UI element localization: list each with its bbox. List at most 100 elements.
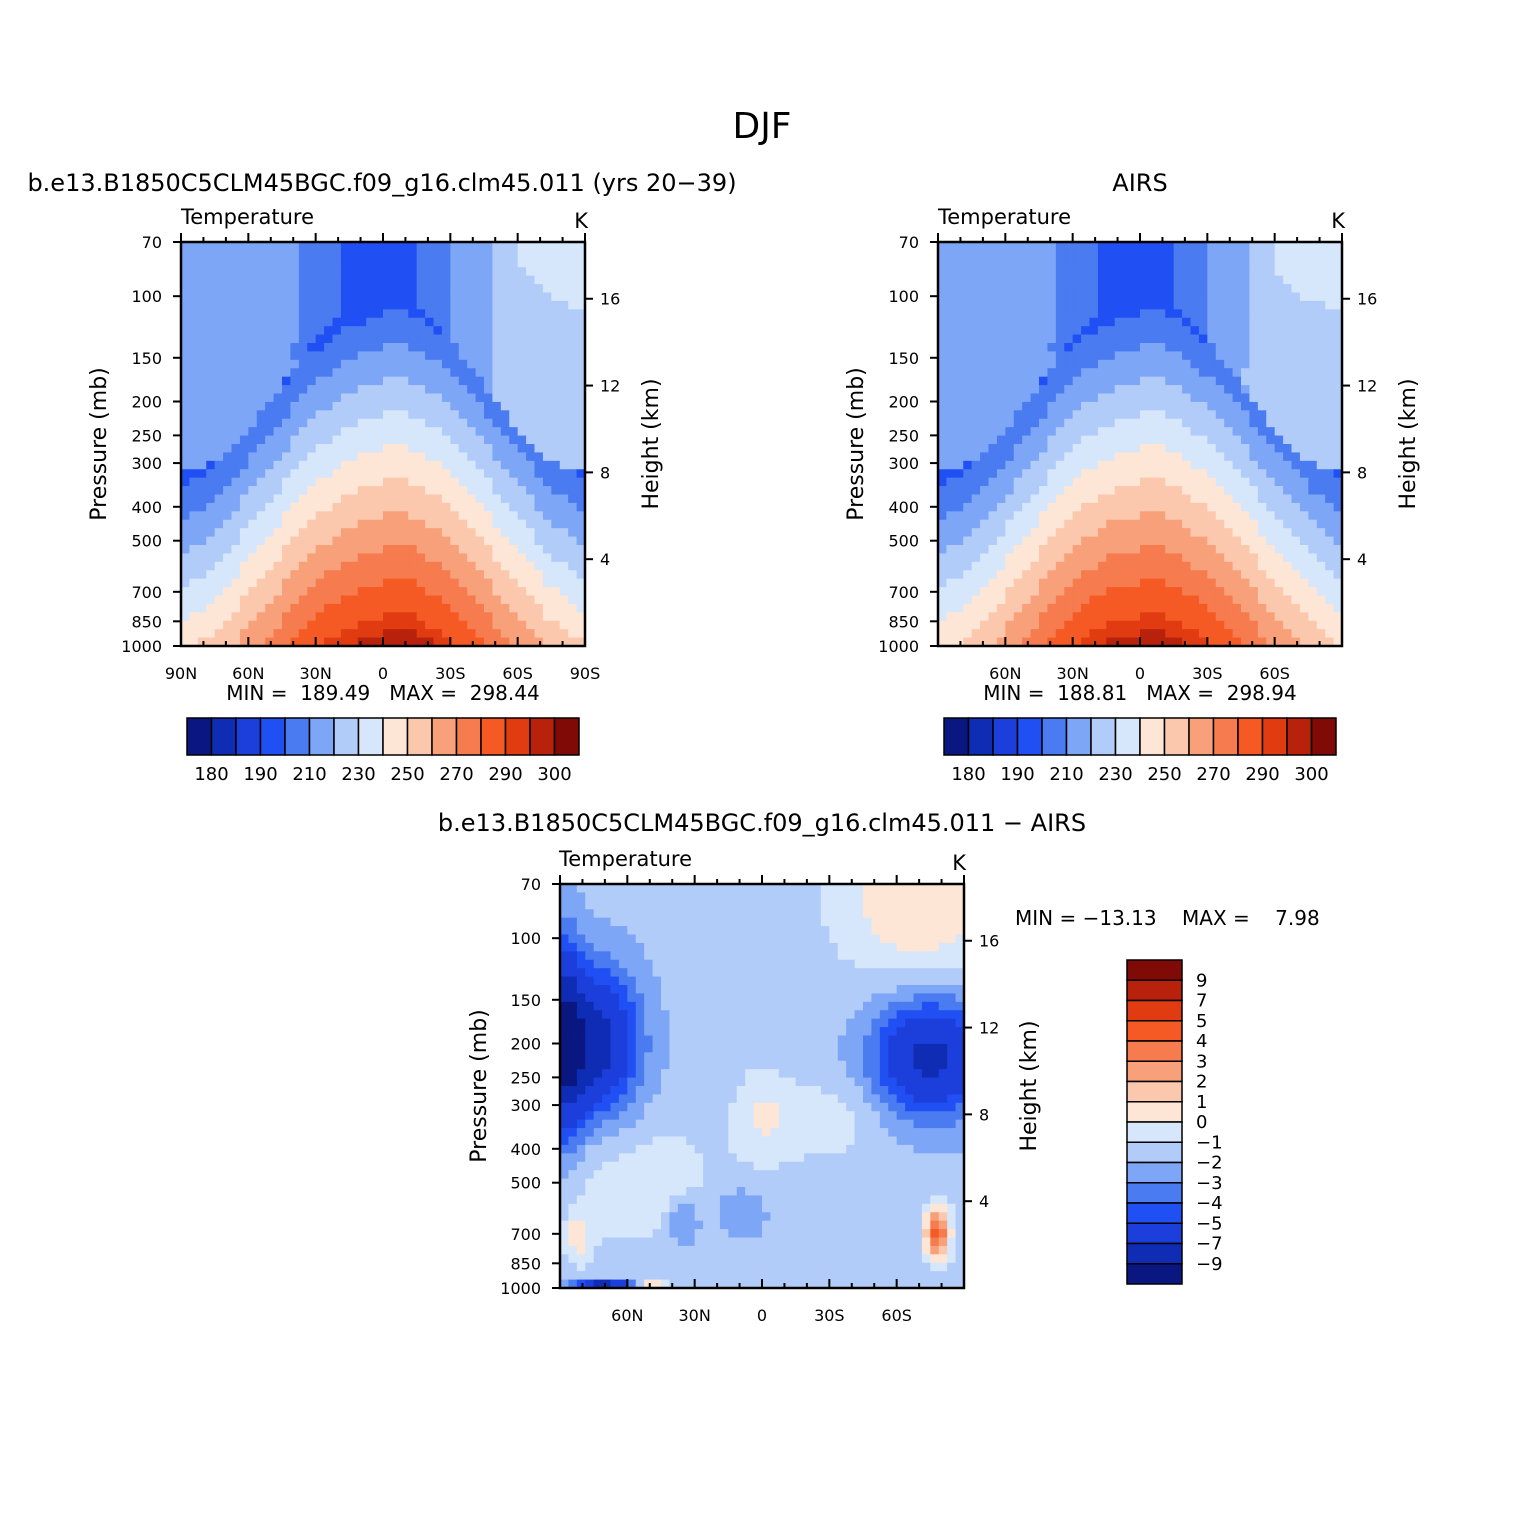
obs-field-cell: [1055, 511, 1065, 521]
obs-field-cell: [1030, 275, 1040, 285]
model-field-cell: [399, 418, 409, 428]
obs-field-cell: [1013, 502, 1023, 512]
model-field-cell: [315, 326, 325, 336]
model-field-cell: [298, 528, 308, 538]
obs-field-cell: [1190, 376, 1200, 386]
model-field-cell: [273, 570, 283, 580]
model-field-cell: [248, 452, 258, 462]
model-field-cell: [458, 620, 468, 630]
model-field-cell: [475, 242, 485, 252]
model-field-cell: [517, 427, 527, 437]
model-field-cell: [197, 460, 207, 470]
model-field-cell: [568, 612, 578, 622]
obs-field-cell: [938, 502, 948, 512]
obs-field-cell: [1005, 553, 1015, 563]
model-field-cell: [517, 267, 527, 277]
model-field-cell: [467, 511, 477, 521]
obs-field-cell: [1156, 334, 1166, 344]
obs-field-cell: [1299, 427, 1309, 437]
obs-field-cell: [954, 460, 964, 470]
obs-field-cell: [980, 418, 990, 428]
obs-field-cell: [1333, 612, 1342, 622]
obs-field-cell: [1316, 595, 1326, 605]
model-field-cell: [223, 393, 233, 403]
obs-field-cell: [1241, 317, 1251, 327]
obs-field-cell: [996, 629, 1006, 639]
obs-field-cell: [1131, 637, 1141, 646]
obs-field-cell: [1005, 326, 1015, 336]
obs-field-cell: [1140, 376, 1150, 386]
obs-field-cell: [1064, 519, 1074, 529]
model-field-cell: [458, 511, 468, 521]
diff-field-cell: [627, 892, 637, 902]
model-field-cell: [425, 385, 435, 395]
model-field-cell: [559, 595, 569, 605]
model-field-cell: [484, 578, 494, 588]
obs-field-cell: [1055, 469, 1065, 479]
model-field-cell: [349, 292, 359, 302]
model-field-cell: [340, 595, 350, 605]
model-field-cell: [189, 486, 199, 496]
obs-field-cell: [971, 587, 981, 597]
model-field-cell: [391, 317, 401, 327]
model-field-cell: [391, 460, 401, 470]
model-field-cell: [332, 477, 342, 487]
model-field-cell: [559, 359, 569, 369]
model-field-cell: [425, 267, 435, 277]
model-field-cell: [568, 351, 578, 361]
obs-field-cell: [1064, 612, 1074, 622]
model-field-cell: [189, 528, 199, 538]
obs-field-cell: [946, 300, 956, 310]
model-field-cell: [551, 620, 561, 630]
obs-field-cell: [971, 536, 981, 546]
model-field-cell: [534, 242, 544, 252]
model-field-cell: [484, 502, 494, 512]
obs-field-cell: [1249, 242, 1259, 252]
model-field-cell: [433, 292, 443, 302]
obs-field-cell: [1131, 376, 1141, 386]
obs-field-cell: [963, 343, 973, 353]
obs-field-cell: [1232, 292, 1242, 302]
obs-field-cell: [963, 519, 973, 529]
model-field-cell: [298, 275, 308, 285]
obs-field-cell: [1173, 587, 1183, 597]
obs-field-cell: [1140, 292, 1150, 302]
diff-field-cell: [711, 909, 721, 919]
obs-field-cell: [1081, 587, 1091, 597]
obs-field-cell: [1299, 393, 1309, 403]
obs-field-cell: [1190, 545, 1200, 555]
diff-field-cell: [930, 900, 940, 910]
model-field-cell: [349, 561, 359, 571]
model-field-cell: [248, 536, 258, 546]
model-field-cell: [298, 376, 308, 386]
model-field-cell: [551, 519, 561, 529]
model-field-cell: [425, 502, 435, 512]
obs-field-cell: [1333, 326, 1342, 336]
model-field-cell: [467, 637, 477, 646]
panel-model-units: K: [574, 209, 589, 233]
obs-field-cell: [1131, 343, 1141, 353]
obs-field-cell: [1131, 359, 1141, 369]
obs-field-cell: [1156, 545, 1166, 555]
model-field-cell: [273, 401, 283, 411]
model-field-cell: [441, 595, 451, 605]
model-field-cell: [433, 435, 443, 445]
model-field-cell: [206, 334, 216, 344]
obs-field-cell: [1114, 570, 1124, 580]
obs-field-cell: [1190, 578, 1200, 588]
model-field-cell: [559, 528, 569, 538]
obs-field-cell: [1198, 418, 1208, 428]
obs-field-cell: [1097, 343, 1107, 353]
model-field-cell: [324, 545, 334, 555]
obs-field-cell: [1224, 545, 1234, 555]
model-field-cell: [332, 435, 342, 445]
model-field-cell: [551, 603, 561, 613]
obs-field-cell: [1224, 629, 1234, 639]
model-field-cell: [492, 553, 502, 563]
model-field-cell: [458, 418, 468, 428]
panel-diff-title: b.e13.B1850C5CLM45BGC.f09_g16.clm45.011 …: [438, 809, 1086, 837]
obs-field-cell: [1114, 444, 1124, 454]
diff-field-cell: [686, 900, 696, 910]
obs-field-cell: [1072, 309, 1082, 319]
model-field-cell: [408, 292, 418, 302]
